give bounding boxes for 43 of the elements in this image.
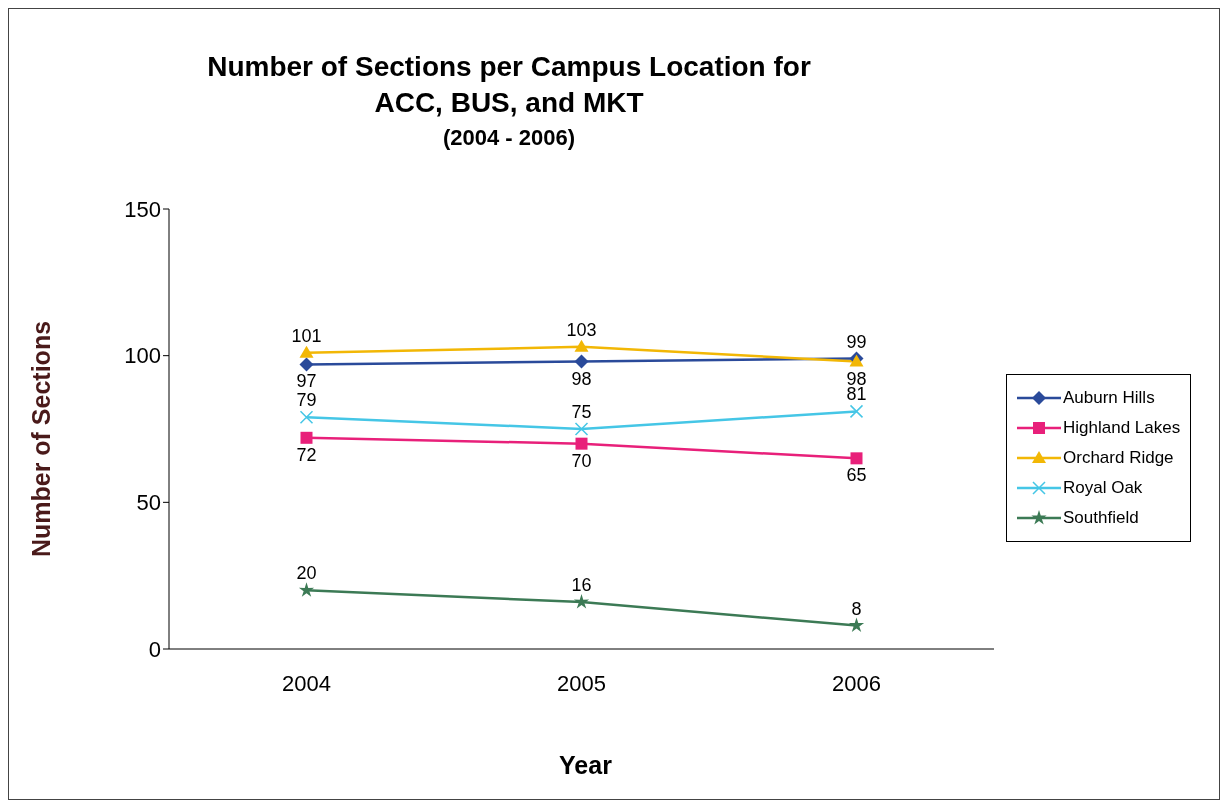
- x-tick-label: 2004: [282, 670, 331, 696]
- y-axis-title: Number of Sections: [26, 320, 56, 558]
- data-label: 72: [296, 444, 317, 465]
- data-label: 16: [571, 575, 592, 596]
- point: [299, 357, 314, 372]
- legend-label: Orchard Ridge: [1063, 448, 1174, 468]
- data-label: 75: [571, 402, 592, 422]
- legend-label: Highland Lakes: [1063, 418, 1181, 438]
- data-label: 98: [571, 368, 592, 389]
- data-label: 97: [296, 371, 317, 392]
- point: [575, 437, 588, 450]
- data-label: 101: [291, 325, 322, 346]
- data-label: 79: [296, 390, 317, 411]
- data-label: 103: [566, 319, 597, 340]
- point: [850, 452, 863, 465]
- point: [848, 617, 865, 633]
- data-label: 99: [846, 331, 867, 352]
- data-label: 70: [571, 450, 592, 471]
- point: [574, 354, 589, 369]
- y-tick-label: 150: [124, 196, 161, 222]
- chart-subtitle: (2004 - 2006): [441, 125, 577, 151]
- data-label: 20: [296, 563, 317, 584]
- legend-label: Royal Oak: [1063, 478, 1143, 498]
- point: [849, 404, 864, 419]
- data-label: 65: [846, 465, 867, 486]
- point: [299, 410, 314, 425]
- x-tick-label: 2005: [557, 670, 606, 696]
- point: [574, 339, 589, 352]
- y-tick-label: 50: [136, 490, 161, 516]
- point: [300, 431, 313, 444]
- point: [299, 345, 314, 358]
- point: [298, 582, 315, 597]
- x-tick-label: 2006: [832, 670, 881, 696]
- point: [573, 594, 590, 609]
- x-axis-title: Year: [558, 751, 613, 780]
- chart-title: Number of Sections per Campus Location for ACC, BUS, and MKT: [206, 50, 812, 120]
- legend-label: Auburn Hills: [1063, 388, 1155, 408]
- legend-label: Southfield: [1063, 508, 1139, 528]
- y-tick-label: 100: [124, 343, 161, 369]
- y-tick-label: 0: [148, 636, 161, 662]
- point: [574, 422, 589, 436]
- data-label: 8: [851, 598, 862, 619]
- data-label: 81: [846, 384, 867, 405]
